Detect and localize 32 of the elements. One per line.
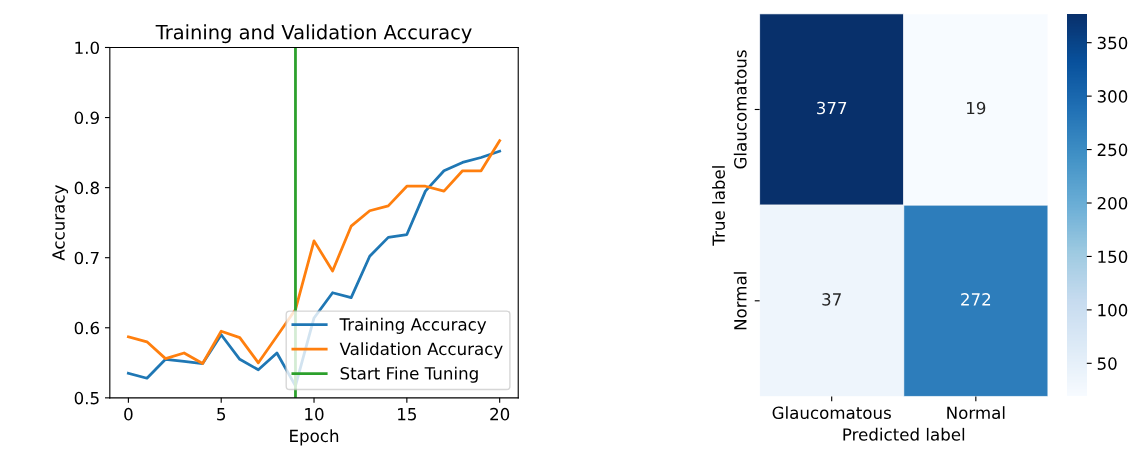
x-tick-label: 0 — [124, 407, 133, 421]
y-tick-label: 0.8 — [74, 181, 99, 195]
color-bar-label: 350 — [1097, 36, 1128, 50]
color-bar-label: 50 — [1097, 357, 1117, 370]
y-tick-label: 0.9 — [74, 111, 99, 125]
data-label: 377 — [817, 101, 847, 115]
ref-line-label: Start Fine Tuning — [340, 366, 478, 383]
color-bar-label: 250 — [1097, 143, 1128, 157]
x-tick-label: 15 — [398, 408, 416, 421]
legend-label: Training Accuracy — [339, 317, 487, 334]
y-axis-title: True label — [712, 166, 725, 246]
x-tick-label: 20 — [490, 407, 510, 421]
x-tick-label: Normal — [947, 406, 1005, 420]
legend-label: Validation Accuracy — [339, 342, 503, 359]
color-bar-label: 200 — [1097, 196, 1128, 210]
y-tick-label: 0.5 — [74, 391, 99, 405]
y-tick-label: 0.7 — [74, 251, 99, 265]
y-tick-label: 0.6 — [74, 321, 100, 335]
x-tick-label: Glaucomatous — [772, 406, 891, 420]
color-bar-label: 300 — [1097, 90, 1128, 103]
y-axis-title: Accuracy — [52, 185, 69, 261]
chart-title: Training and Validation Accuracy — [155, 24, 472, 44]
x-axis-title: Epoch — [290, 429, 339, 446]
color-bar-label: 100 — [1098, 303, 1128, 317]
data-label: 19 — [967, 101, 986, 115]
x-tick-label: 10 — [305, 407, 324, 421]
x-tick-label: 5 — [217, 408, 226, 421]
data-label: 37 — [822, 293, 841, 306]
y-tick-label: 1.0 — [75, 41, 99, 55]
data-label: 272 — [961, 293, 991, 306]
x-axis-title: Predicted label — [843, 427, 965, 441]
color-bar-label: 150 — [1098, 250, 1128, 264]
